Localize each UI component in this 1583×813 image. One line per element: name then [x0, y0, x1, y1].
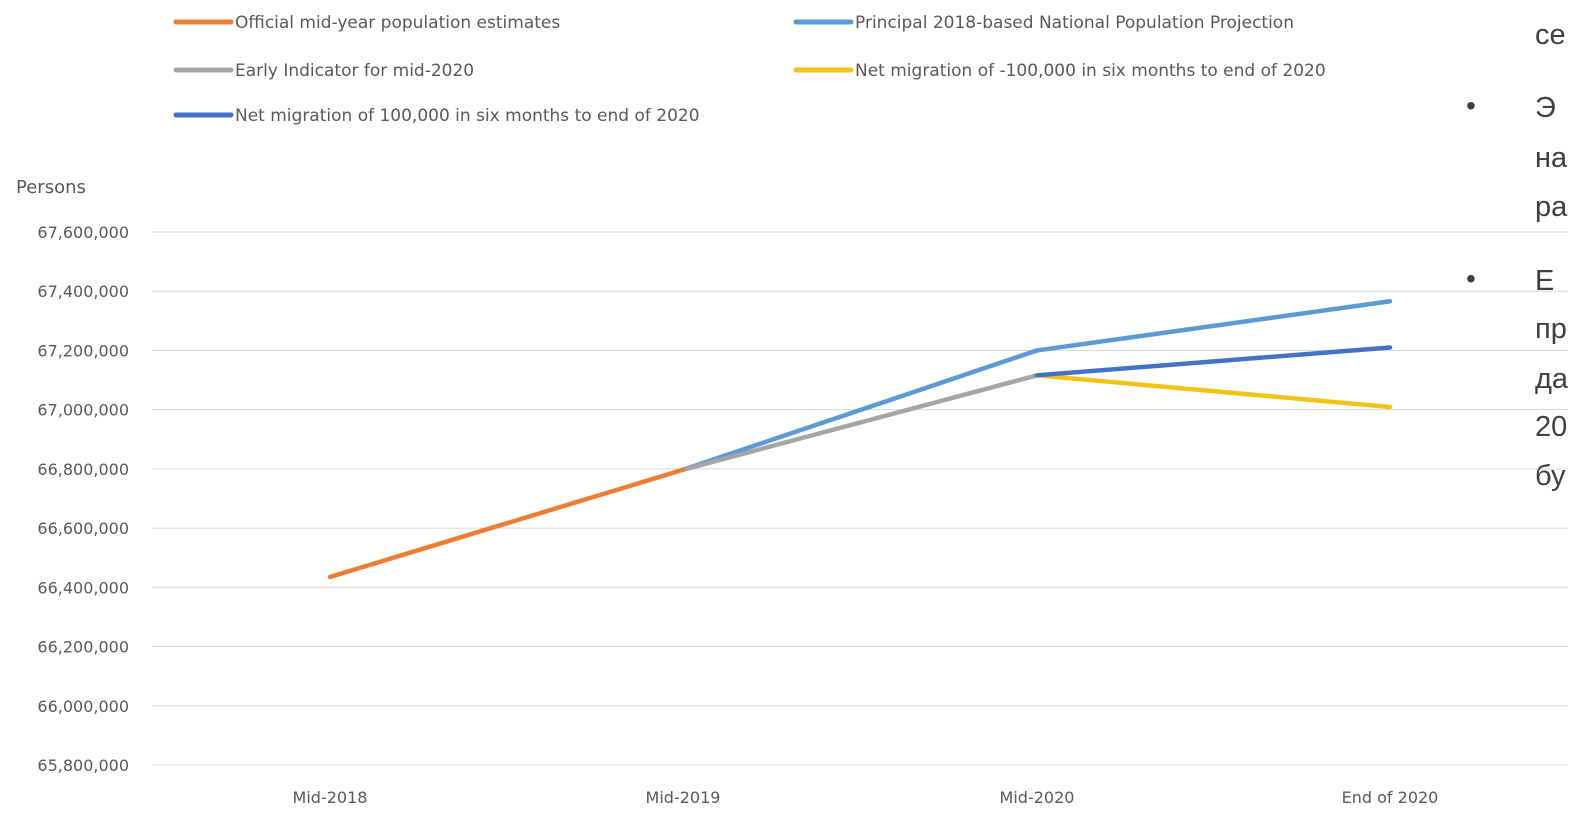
bullet-point: • — [1466, 263, 1476, 294]
x-tick-label: Mid-2020 — [1000, 788, 1075, 807]
y-tick-label: 67,600,000 — [37, 223, 129, 242]
y-tick-label: 66,000,000 — [37, 697, 129, 716]
x-tick-label: End of 2020 — [1342, 788, 1439, 807]
y-axis-tick-labels: 67,600,000 67,400,000 67,200,000 67,000,000… — [37, 223, 129, 775]
side-text-line: на — [1535, 142, 1568, 174]
series-line — [683, 301, 1390, 469]
side-text-line: Э — [1535, 92, 1556, 124]
y-tick-label: 66,200,000 — [37, 638, 129, 657]
legend-label: Official mid-year population estimates — [235, 13, 560, 33]
x-tick-label: Mid-2019 — [646, 788, 721, 807]
series-line — [1037, 347, 1390, 375]
side-text-line: бу — [1535, 460, 1566, 492]
y-tick-label: 66,400,000 — [37, 578, 129, 597]
side-text-line: 20 — [1535, 411, 1567, 443]
side-text-line: Е — [1535, 265, 1554, 297]
x-tick-label: Mid-2018 — [293, 788, 368, 807]
legend-label: Net migration of 100,000 in six months t… — [235, 106, 700, 126]
legend-label: Net migration of -100,000 in six months … — [855, 61, 1326, 81]
series-line — [1037, 375, 1390, 407]
bullet-point: • — [1466, 90, 1476, 121]
y-tick-label: 67,400,000 — [37, 282, 129, 301]
y-tick-label: 67,000,000 — [37, 401, 129, 420]
side-text-line: да — [1535, 363, 1569, 395]
y-axis-label: Persons — [16, 177, 86, 198]
gridlines — [152, 232, 1568, 765]
y-tick-label: 66,800,000 — [37, 460, 129, 479]
side-text-line: пр — [1535, 313, 1567, 345]
y-tick-label: 66,600,000 — [37, 519, 129, 538]
series-line — [330, 470, 683, 577]
legend-label: Principal 2018-based National Population… — [855, 13, 1294, 33]
x-axis-tick-labels: Mid-2018 Mid-2019 Mid-2020 End of 2020 — [293, 788, 1439, 807]
series-line — [683, 375, 1037, 469]
series-lines — [330, 301, 1390, 577]
legend: Official mid-year population estimates Pr… — [176, 13, 1326, 126]
side-text-line: се — [1535, 19, 1566, 51]
side-text-line: ра — [1535, 191, 1568, 223]
y-tick-label: 65,800,000 — [37, 756, 129, 775]
side-panel-text: се Эна ра Епр да 20 бу • • — [1466, 19, 1569, 492]
y-tick-label: 67,200,000 — [37, 341, 129, 360]
legend-label: Early Indicator for mid-2020 — [235, 61, 474, 81]
